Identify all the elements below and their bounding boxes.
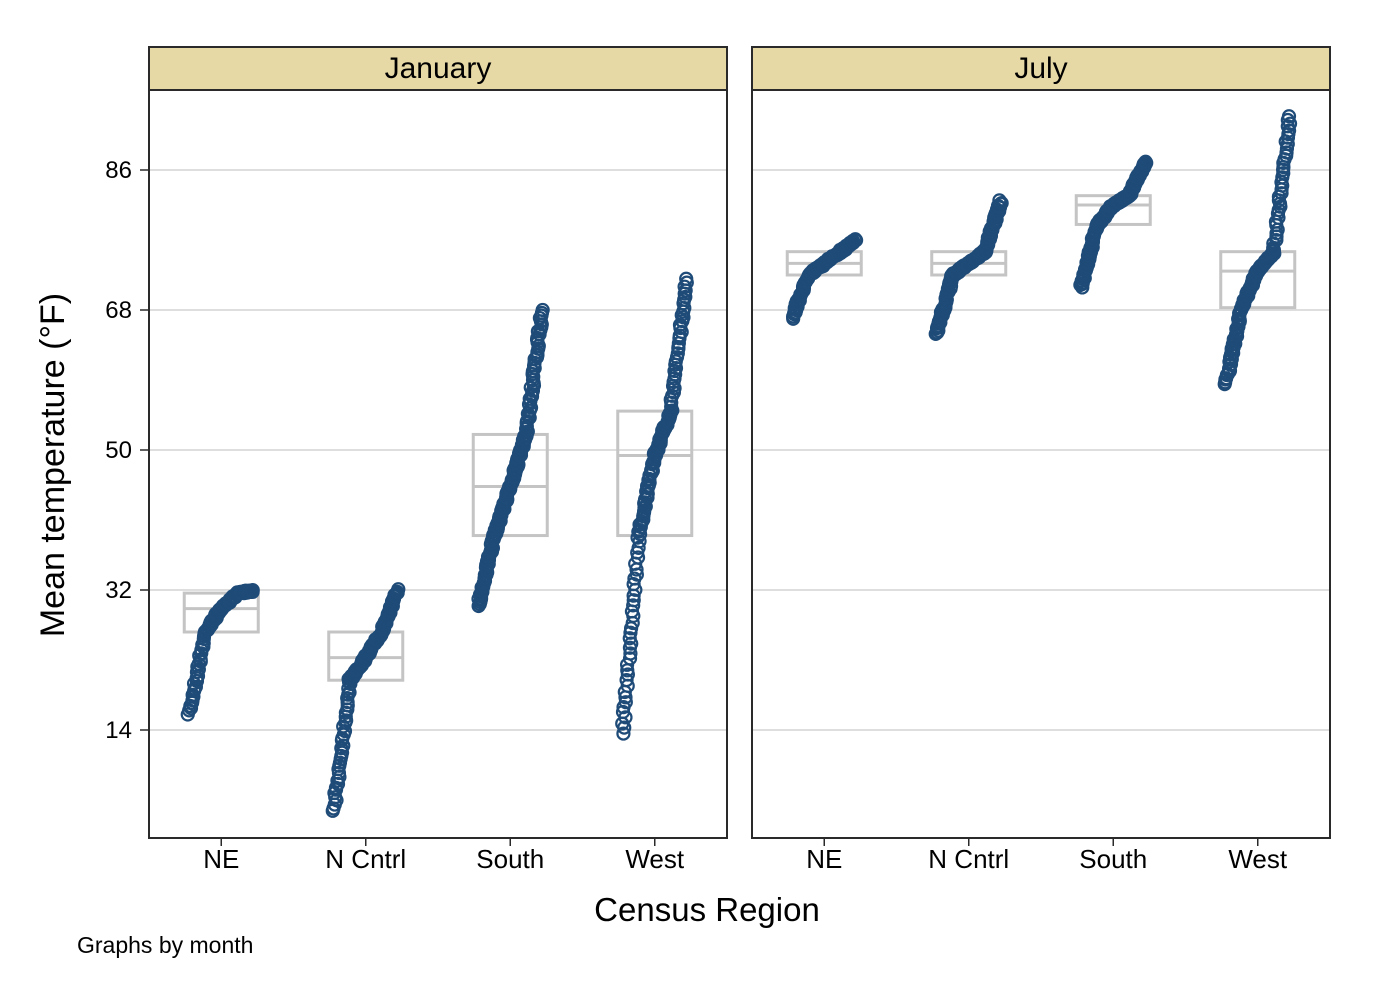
data-point [622,631,637,646]
x-tick-label: South [1079,844,1147,874]
panel-title: July [1014,52,1067,85]
panel-strip [148,46,728,91]
data-point [334,741,349,756]
graphs-by-note: Graphs by month [77,932,254,958]
data-point [626,593,641,608]
data-point [391,582,406,597]
data-point [626,577,641,592]
data-point [623,646,638,661]
box-iqr [471,432,549,538]
data-point [245,583,260,599]
x-tick-label: NE [203,844,239,874]
panel-plot-area [751,89,1331,839]
data-point [615,704,631,720]
y-axis-title: Mean temperature (°F) [34,293,72,637]
data-point [619,672,634,688]
y-tick-label: 50 [105,437,132,464]
data-point [616,726,631,741]
x-tick-label: NE [806,844,842,874]
group-n-cntrl: N Cntrl [325,582,406,874]
data-point [848,232,863,247]
y-tick-label: 68 [105,297,132,324]
group-n-cntrl: N Cntrl [928,193,1009,874]
x-tick-label: N Cntrl [928,844,1009,874]
data-point [535,302,550,318]
data-point [622,651,638,666]
data-point [676,310,691,325]
group-ne: NE [785,232,864,874]
group-ne: NE [180,583,260,874]
x-axis-title: Census Region [594,891,820,928]
data-point [626,598,641,613]
x-tick-label: West [625,844,685,874]
group-south: South [1073,154,1154,874]
box-iqr [182,591,260,634]
data-point [992,193,1007,208]
data-point [994,195,1009,211]
y-tick-label: 86 [105,157,132,184]
x-tick-label: South [476,844,544,874]
panel-july: July NE N Cntrl South West [751,46,1331,874]
panels: 14 32 50 68 86 January NE N Cntrl South West July N… [105,46,1331,874]
data-point [1280,136,1295,152]
y-tick-label: 32 [105,577,132,604]
panel-january: January NE N Cntrl South West [148,46,728,874]
x-tick-label: West [1228,844,1288,874]
box-iqr [1074,194,1152,226]
data-point [1280,119,1295,134]
box-iqr [327,630,405,682]
data-point [1281,109,1297,124]
data-point [631,540,646,555]
data-point [1138,154,1153,169]
box-iqr [1219,250,1297,310]
y-tick-label: 14 [105,717,132,744]
data-point [618,695,633,710]
x-tick-label: N Cntrl [325,844,406,874]
panel-plot-area [148,89,728,839]
group-south: South [471,302,550,874]
panel-title: January [385,52,492,85]
group-west: West [1217,109,1298,874]
group-west: West [615,271,694,874]
data-point [679,271,694,286]
panel-strip [751,46,1331,91]
box-iqr [616,409,694,538]
